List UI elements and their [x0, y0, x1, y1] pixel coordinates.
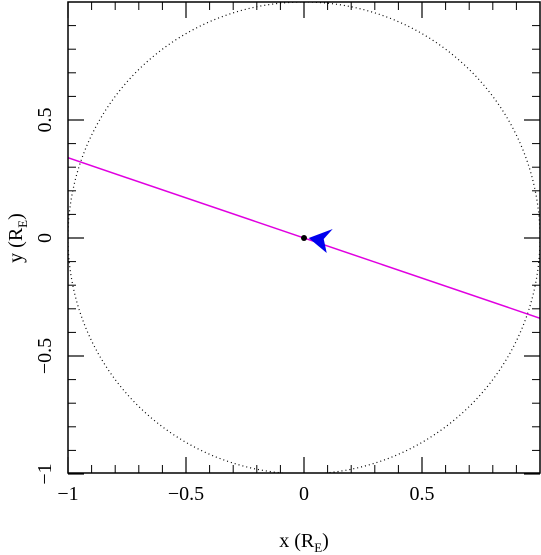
- x-axis-label: x (RE): [279, 530, 329, 555]
- y-axis-label: y (RE): [5, 213, 30, 263]
- x-tick-label: −1: [57, 483, 78, 505]
- plot-frame: [67, 1, 541, 474]
- y-tick-label: 0: [34, 233, 56, 243]
- y-tick-labels: −1 −0.5 0 0.5: [34, 108, 56, 485]
- x-tick-label: 0.5: [410, 483, 435, 505]
- y-tick-label: −1: [34, 463, 56, 484]
- minor-ticks: [68, 1, 541, 473]
- y-tick-label: −0.5: [34, 338, 56, 374]
- y-tick-label-group: −1: [34, 463, 56, 484]
- y-tick-label-group: 0: [34, 233, 56, 243]
- y-tick-label: 0.5: [34, 108, 56, 133]
- direction-arrow: [308, 229, 333, 253]
- x-tick-label: −0.5: [168, 483, 204, 505]
- center-point: [301, 235, 307, 241]
- x-tick-labels: −1 −0.5 0 0.5: [57, 483, 434, 505]
- y-tick-label-group: 0.5: [34, 108, 56, 133]
- x-tick-label: 0: [299, 483, 309, 505]
- y-tick-label-group: −0.5: [34, 338, 56, 374]
